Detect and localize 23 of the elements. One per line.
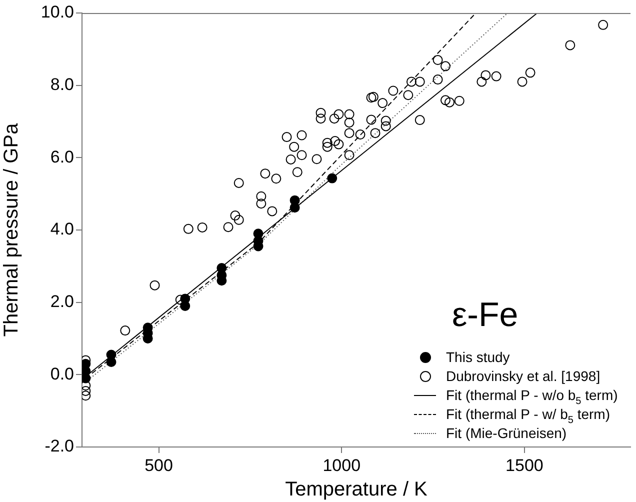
legend-label: Dubrovinsky et al. [1998] bbox=[446, 367, 600, 386]
y-tick-label: -2.0 bbox=[44, 436, 74, 456]
point bbox=[290, 202, 300, 213]
y-axis-title: Thermal pressure / GPa bbox=[0, 122, 23, 337]
legend-label: Fit (thermal P - w/ b$_{5}$ term) bbox=[446, 405, 610, 426]
point bbox=[106, 357, 116, 368]
x-tick-label: 500 bbox=[144, 456, 173, 475]
annotation: ε-Fe bbox=[452, 296, 518, 335]
x-axis-title: Temperature / K bbox=[285, 478, 428, 501]
y-tick-label: 6.0 bbox=[50, 147, 74, 166]
y-tick-label: 2.0 bbox=[50, 292, 74, 312]
y-tick-label: 0.0 bbox=[50, 364, 74, 384]
point bbox=[327, 173, 338, 184]
y-tick-label: 4.0 bbox=[50, 220, 74, 239]
x-tick-label: 1500 bbox=[506, 456, 544, 475]
point bbox=[82, 373, 91, 384]
legend-label: This study bbox=[446, 348, 510, 367]
y-tick-label: 8.0 bbox=[50, 75, 74, 94]
legend-label: Fit (Mie-Grüneisen) bbox=[446, 424, 567, 443]
x-tick-label: 1000 bbox=[322, 456, 361, 475]
point bbox=[180, 300, 190, 311]
legend-label: Fit (thermal P - w/o b$_{5}$ term) bbox=[446, 386, 618, 407]
y-tick-label: 10.0 bbox=[40, 2, 74, 22]
